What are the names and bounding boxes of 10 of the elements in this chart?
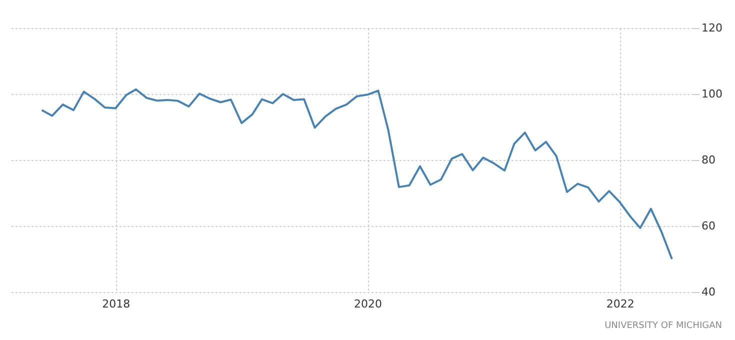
y-tick-label: 40 [702,286,716,298]
x-tick-label: 2022 [606,298,634,310]
y-tick-label: 60 [702,220,716,232]
y-tick-label: 100 [702,88,722,100]
x-tick-label: 2020 [354,298,382,310]
x-tick-label: 2018 [102,298,130,310]
y-tick-label: 80 [702,154,716,166]
line-series [40,88,673,260]
text: UNIVERSITY OF MICHIGAN [604,321,722,331]
y-tick-label: 120 [702,22,722,34]
